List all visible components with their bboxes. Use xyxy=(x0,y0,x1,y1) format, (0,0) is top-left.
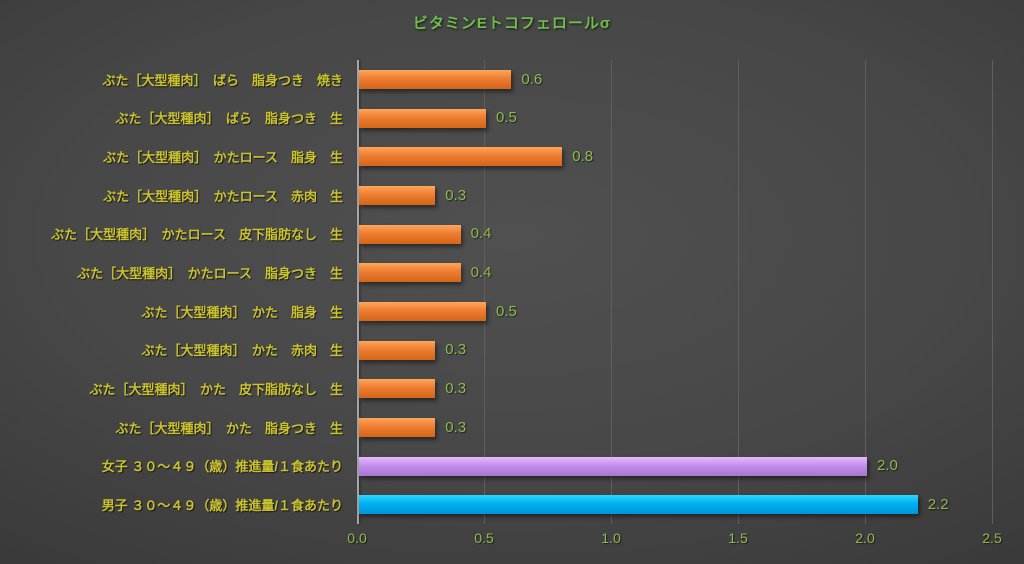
bar xyxy=(359,263,461,283)
bar-value-label: 0.4 xyxy=(470,264,492,282)
x-tick-label: 2.0 xyxy=(855,530,875,546)
x-tick-label: 0.0 xyxy=(347,530,367,546)
bar-value-label: 0.3 xyxy=(445,380,467,398)
gridline xyxy=(991,60,993,524)
bar-value-label: 0.5 xyxy=(496,302,517,320)
bar xyxy=(359,69,512,89)
gridline xyxy=(610,60,612,524)
category-axis: ぶた［大型種肉］ ばら 脂身つき 焼き ぶた［大型種肉］ ばら 脂身つき 生ぶた［… xyxy=(0,60,350,524)
gridline xyxy=(864,60,866,524)
bar xyxy=(359,108,486,128)
category-label: ぶた［大型種肉］ かた 赤肉 生 xyxy=(141,343,343,359)
x-axis: 0.0 0.5 1.0 1.5 2.0 2.5 xyxy=(347,530,1001,550)
bar xyxy=(359,417,436,437)
bar-value-label: 0.5 xyxy=(496,109,517,127)
x-tick-label: 1.0 xyxy=(601,530,621,546)
y-axis-line xyxy=(357,60,359,524)
bar-value-label: 2.0 xyxy=(877,457,898,475)
category-label: ぶた［大型種肉］ かたロース 脂身 生 xyxy=(103,150,343,166)
category-label: ぶた［大型種肉］ かたロース 脂身つき 生 xyxy=(77,266,343,282)
category-label: ぶた［大型種肉］ かた 脂身つき 生 xyxy=(115,420,343,436)
bar-value-label: 0.3 xyxy=(445,418,467,436)
category-label: ぶた［大型種肉］ ばら 脂身つき 生 xyxy=(115,111,343,127)
category-label: ぶた［大型種肉］ かた 脂身 生 xyxy=(141,304,343,320)
bar xyxy=(359,224,461,244)
x-tick-label: 1.5 xyxy=(728,530,748,546)
category-label: 女子 ３０～４９（歳）推進量/１食あたり xyxy=(101,459,343,475)
bar xyxy=(359,379,436,399)
bar-value-label: 2.2 xyxy=(927,496,949,514)
bar-value-label: 0.4 xyxy=(470,225,492,243)
bar xyxy=(359,340,436,360)
gridline xyxy=(483,60,485,524)
category-label: ぶた［大型種肉］ かた 皮下脂肪なし 生 xyxy=(89,382,343,398)
bar xyxy=(359,147,563,167)
x-tick-label: 2.5 xyxy=(982,530,1002,546)
category-label: ぶた［大型種肉］ かたロース 赤肉 生 xyxy=(103,188,343,204)
category-label: 男子 ３０～４９（歳）推進量/１食あたり xyxy=(101,498,343,514)
plot-area: 0.6 0.5 0.8 0.3 0.4 0.4 0.5 0.3 0.3 0.3 2.0 2.2 xyxy=(357,60,993,524)
bar xyxy=(359,301,486,321)
bar-value-label: 0.8 xyxy=(572,148,594,166)
bar-value-label: 0.3 xyxy=(445,186,467,204)
bar xyxy=(359,495,918,515)
bar-value-label: 0.6 xyxy=(521,70,543,88)
bar-value-label: 0.3 xyxy=(445,341,467,359)
gridline xyxy=(737,60,739,524)
category-label: ぶた［大型種肉］ かたロース 皮下脂肪なし 生 xyxy=(51,227,343,243)
chart-title: ビタミンEトコフェロールσ xyxy=(412,15,612,32)
bar xyxy=(359,456,867,476)
x-tick-label: 0.5 xyxy=(474,530,494,546)
bar xyxy=(359,185,436,205)
category-label: ぶた［大型種肉］ ばら 脂身つき 焼き xyxy=(102,72,343,88)
